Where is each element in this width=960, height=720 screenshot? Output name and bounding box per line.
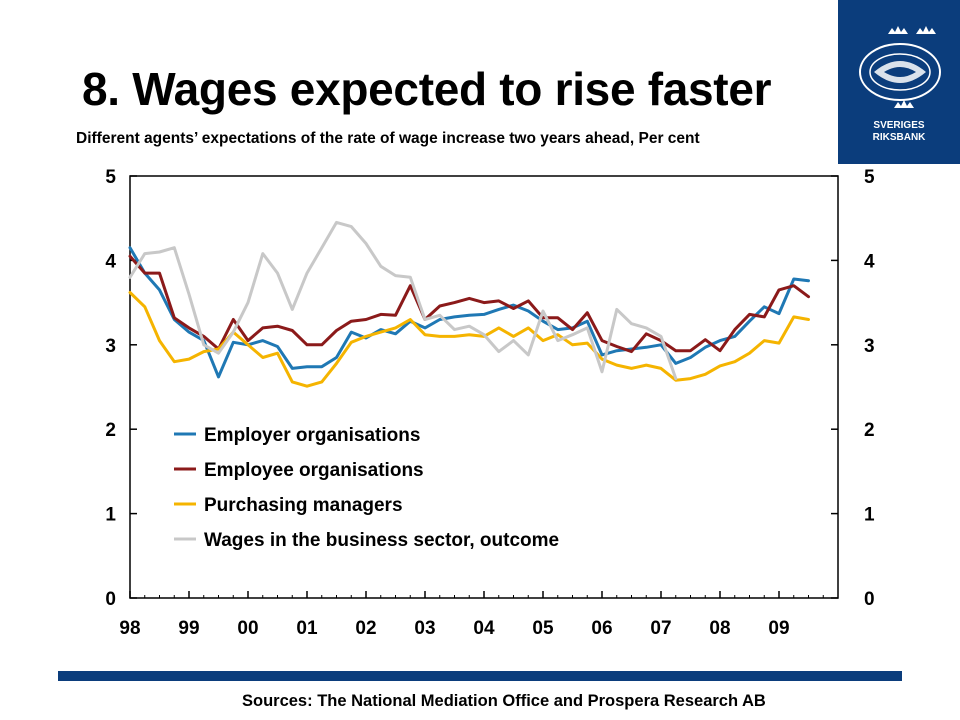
x-tick-label: 98 [119,618,140,639]
logo-text-riksbank: RIKSBANK [872,132,926,143]
x-tick-label: 07 [650,618,671,639]
y-tick-label-left: 2 [105,420,116,441]
x-tick-label: 99 [178,618,199,639]
y-tick-label-left: 5 [105,167,116,188]
series-line-3 [128,291,810,388]
sources-note: Sources: The National Mediation Office a… [242,692,766,710]
series-line-4 [128,220,678,381]
y-tick-label-left: 1 [105,505,116,526]
chart-subtitle: Different agents’ expectations of the ra… [76,130,700,147]
legend-label: Employee organisations [204,460,424,481]
legend-label: Purchasing managers [204,495,403,516]
slide-title: 8. Wages expected to rise faster [82,63,772,115]
bottom-divider [58,671,902,681]
x-tick-label: 08 [709,618,730,639]
x-tick-label: 03 [414,618,435,639]
y-tick-label-left: 0 [105,589,116,610]
series-line-2 [128,254,810,354]
y-tick-label-left: 3 [105,336,116,357]
crown-emblem-icon [859,26,941,108]
x-tick-label: 04 [473,618,495,639]
x-tick-label: 05 [532,618,554,639]
legend-label: Wages in the business sector, outcome [204,530,559,551]
x-tick-label: 09 [768,618,789,639]
series-line-1 [128,246,810,379]
logo-text-sveriges: SVERIGES [873,120,925,131]
y-tick-label-right: 0 [864,589,875,610]
x-tick-label: 06 [591,618,612,639]
y-tick-label-right: 2 [864,420,875,441]
y-tick-label-left: 4 [105,251,116,272]
x-tick-label: 00 [237,618,258,639]
y-tick-label-right: 3 [864,336,875,357]
legend-box [162,420,580,562]
x-tick-label: 02 [355,618,376,639]
y-tick-label-right: 5 [864,167,875,188]
y-tick-label-right: 4 [864,251,875,272]
x-tick-label: 01 [296,618,318,639]
y-tick-label-right: 1 [864,505,875,526]
riksbank-logo: SVERIGES RIKSBANK [838,0,960,164]
legend-label: Employer organisations [204,425,420,446]
